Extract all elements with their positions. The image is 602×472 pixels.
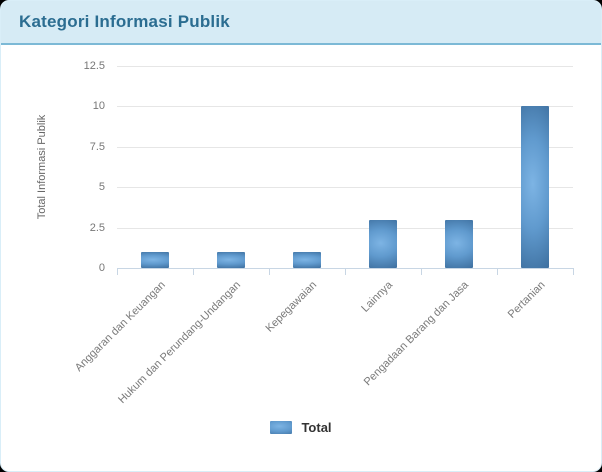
- card-header: Kategori Informasi Publik: [1, 1, 601, 45]
- bar[interactable]: [217, 251, 245, 268]
- bar[interactable]: [293, 251, 321, 268]
- y-gridline: [117, 146, 573, 148]
- x-axis-tick: [421, 269, 422, 275]
- x-axis-tick: [573, 269, 574, 275]
- y-gridline: [117, 227, 573, 229]
- x-tick-label: Lainnya: [359, 279, 396, 315]
- chart-legend[interactable]: Total: [1, 420, 601, 435]
- x-tick-label: Kepegawaian: [263, 279, 320, 335]
- x-tick-label: Hukum dan Perundang-Undangan: [116, 279, 244, 406]
- x-axis-tick: [345, 269, 346, 275]
- legend-swatch-total: [270, 421, 293, 434]
- page-title: Kategori Informasi Publik: [19, 12, 230, 31]
- x-axis-tick: [497, 269, 498, 275]
- y-tick-label: 12.5: [83, 60, 105, 72]
- y-tick-label: 2.5: [89, 221, 105, 234]
- y-tick-label: 7.5: [89, 140, 105, 153]
- x-axis-tick: [269, 269, 270, 275]
- y-tick-label: 10: [92, 100, 105, 113]
- y-tick-label: 0: [98, 262, 105, 274]
- y-tick-label: 5: [98, 181, 105, 194]
- x-tick-label: Pertanian: [505, 279, 548, 321]
- y-gridline: [117, 66, 573, 67]
- bar[interactable]: [521, 106, 549, 268]
- x-axis-tick: [117, 269, 118, 275]
- bar[interactable]: [445, 219, 473, 268]
- x-axis-line: [117, 268, 574, 269]
- y-axis-title: Total Informasi Publik: [36, 114, 48, 220]
- bar[interactable]: [141, 251, 169, 268]
- legend-label-total: Total: [301, 420, 332, 435]
- y-gridline: [117, 187, 573, 189]
- y-gridline: [117, 106, 573, 108]
- bar[interactable]: [369, 219, 397, 268]
- x-axis-tick: [193, 269, 194, 275]
